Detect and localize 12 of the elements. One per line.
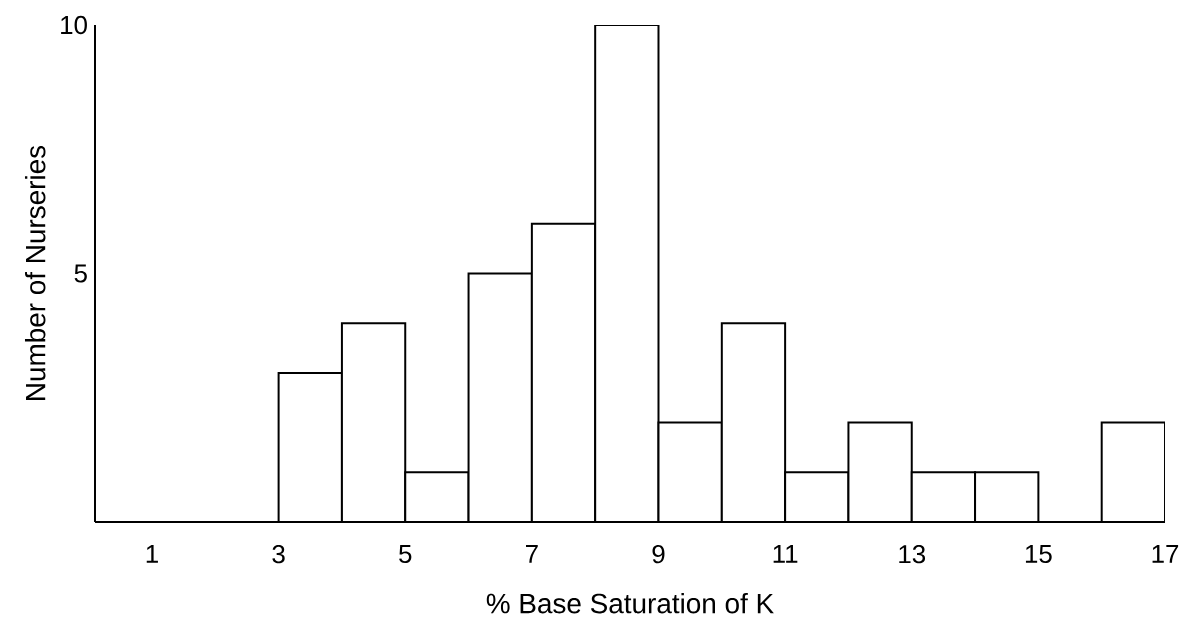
x-tick-label: 15 (1025, 544, 1052, 564)
x-tick-label: 9 (652, 544, 665, 564)
x-tick-label: 7 (526, 544, 538, 563)
x-axis-title: % Base Saturation of K (486, 592, 774, 614)
x-tick-label: 3 (272, 544, 285, 564)
x-tick-label: 13 (899, 544, 926, 564)
x-tick-label: 1 (146, 544, 158, 563)
x-tick-label: 17 (1152, 544, 1179, 563)
y-axis-title: Number of Nurseries (24, 145, 46, 400)
x-tick-label: 5 (399, 544, 412, 564)
x-tick-label: 11 (773, 544, 798, 563)
y-tick-label: 10 (61, 15, 87, 35)
